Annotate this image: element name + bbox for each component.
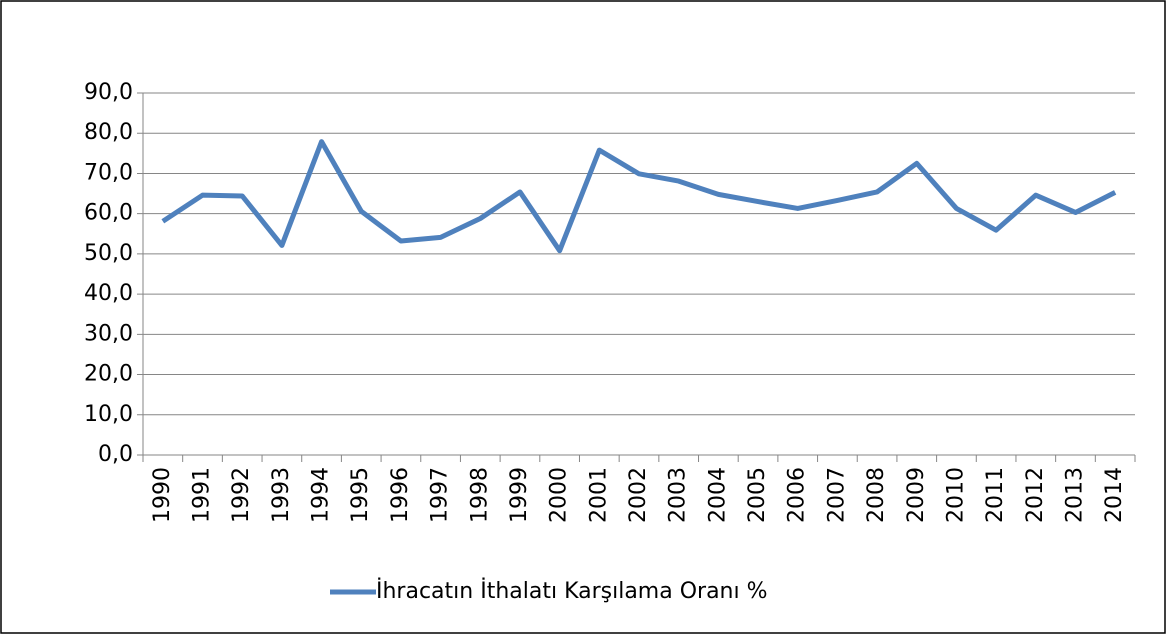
x-tick-label: 2002 — [626, 467, 651, 523]
x-tick-label: 2012 — [1023, 467, 1048, 523]
series-line — [161, 139, 1117, 254]
x-tick-label: 2010 — [943, 467, 968, 523]
x-tick-label: 2009 — [904, 467, 929, 523]
x-tick-label: 1991 — [190, 467, 215, 523]
x-tick-label: 1993 — [269, 467, 294, 523]
x-tick-label: 1992 — [229, 467, 254, 523]
y-tick-label: 10,0 — [84, 402, 133, 427]
x-tick-label: 1999 — [507, 467, 532, 523]
y-tick-label: 60,0 — [84, 201, 133, 226]
y-tick-label: 50,0 — [84, 241, 133, 266]
x-tick-label: 1995 — [348, 467, 373, 523]
legend-label: İhracatın İthalatı Karşılama Oranı % — [376, 578, 768, 604]
y-tick-label: 30,0 — [84, 321, 133, 346]
x-tick-label: 2013 — [1062, 467, 1087, 523]
x-tick-label: 2007 — [824, 467, 849, 523]
x-tick-label: 2006 — [785, 467, 810, 523]
y-tick-label: 0,0 — [98, 442, 133, 467]
x-tick-label: 1996 — [388, 467, 413, 523]
x-tick-label: 2014 — [1102, 467, 1127, 523]
x-tick-label: 2000 — [547, 467, 572, 523]
y-tick-label: 70,0 — [84, 160, 133, 185]
x-tick-label: 2011 — [983, 467, 1008, 523]
x-tick-label: 2001 — [586, 467, 611, 523]
y-tick-label: 80,0 — [84, 120, 133, 145]
x-tick-label: 2003 — [666, 467, 691, 523]
x-tick-label: 2008 — [864, 467, 889, 523]
y-tick-label: 90,0 — [84, 80, 133, 105]
x-tick-label: 2004 — [705, 467, 730, 523]
x-tick-label: 1990 — [150, 467, 175, 523]
x-tick-label: 1994 — [309, 467, 334, 523]
x-tick-label: 1998 — [467, 467, 492, 523]
y-tick-label: 40,0 — [84, 281, 133, 306]
x-tick-label: 1997 — [428, 467, 453, 523]
x-tick-label: 2005 — [745, 467, 770, 523]
y-tick-label: 20,0 — [84, 362, 133, 387]
